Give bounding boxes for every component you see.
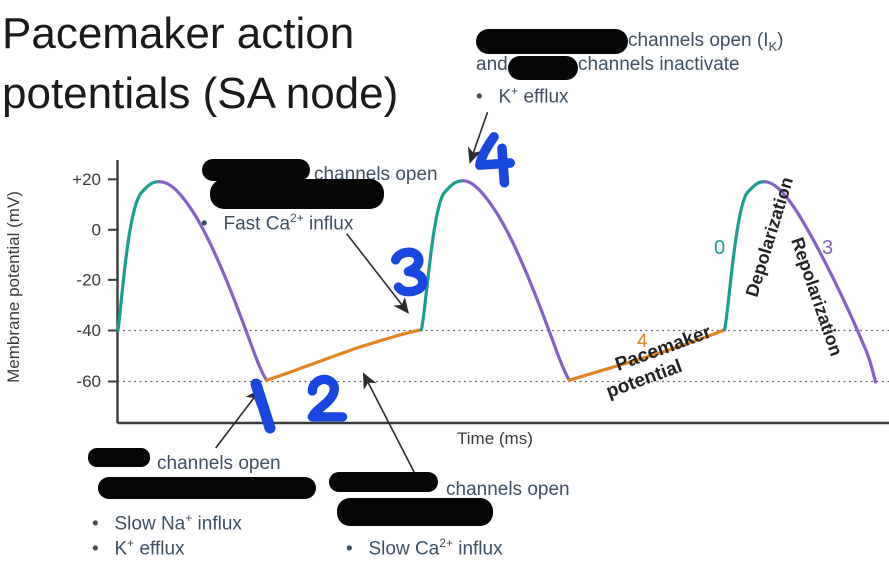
svg-text:Repolarization: Repolarization	[787, 235, 846, 359]
svg-text:0: 0	[714, 237, 725, 259]
svg-text:Time (ms): Time (ms)	[457, 429, 533, 448]
svg-text:Membrane potential (mV): Membrane potential (mV)	[4, 191, 23, 383]
svg-text:+20: +20	[72, 170, 101, 189]
svg-text:3: 3	[822, 237, 833, 259]
svg-text:0: 0	[92, 221, 101, 240]
svg-text:-40: -40	[76, 321, 101, 340]
svg-text:Depolarization: Depolarization	[742, 175, 797, 299]
svg-text:-60: -60	[76, 372, 101, 391]
svg-text:-20: -20	[76, 271, 101, 290]
